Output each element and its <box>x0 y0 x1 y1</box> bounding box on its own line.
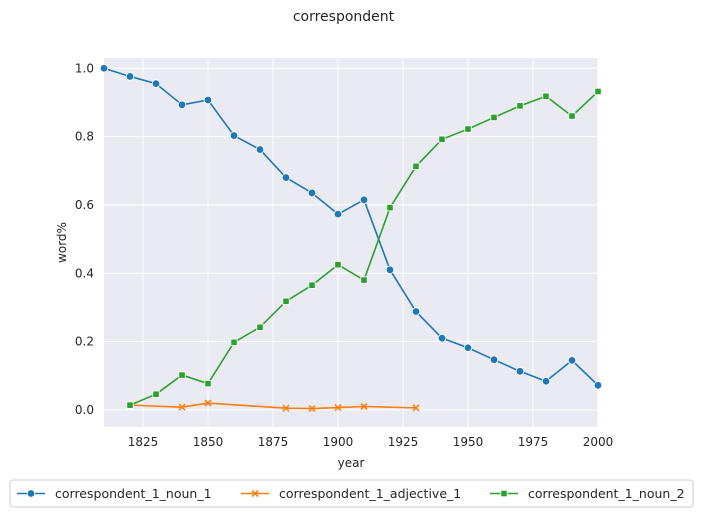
series-markers <box>99 64 603 413</box>
data-point <box>151 79 161 88</box>
series-line-1 <box>103 67 599 386</box>
data-point <box>411 307 421 316</box>
data-point <box>126 401 134 409</box>
x-axis-tick-labels: 1825 1850 1875 1900 1925 1950 1975 2000 <box>128 435 614 449</box>
data-point <box>178 403 186 411</box>
data-point <box>360 276 368 284</box>
y-axis-title: word% <box>55 222 69 263</box>
data-point <box>594 87 602 96</box>
legend-label: correspondent_1_noun_1 <box>55 486 212 501</box>
data-point <box>541 377 551 386</box>
y-tick-label: 0.4 <box>75 266 94 280</box>
data-point <box>308 281 316 289</box>
data-point <box>516 102 524 110</box>
data-point <box>438 135 446 143</box>
y-axis-tick-labels: 0.0 0.2 0.4 0.6 0.8 1.0 <box>75 61 94 417</box>
legend-label: correspondent_1_noun_2 <box>528 486 685 501</box>
data-point <box>385 265 395 275</box>
data-point <box>333 209 343 219</box>
data-point <box>568 112 576 120</box>
data-point <box>360 402 368 411</box>
y-tick-label: 0.2 <box>75 335 94 349</box>
x-tick-label: 2000 <box>583 435 614 449</box>
data-point <box>99 64 109 73</box>
data-point <box>515 367 525 376</box>
data-point <box>334 403 342 412</box>
chart-title: correspondent <box>293 9 395 25</box>
data-point <box>256 323 264 331</box>
x-tick-label: 1925 <box>388 435 419 449</box>
legend-frame <box>9 479 694 508</box>
data-point <box>229 131 239 140</box>
data-point <box>463 343 473 352</box>
data-point <box>178 371 186 379</box>
data-point <box>308 404 316 413</box>
legend: correspondent_1_noun_1 correspondent_1_ad… <box>9 479 694 508</box>
data-point <box>152 390 160 398</box>
legend-item: correspondent_1_adjective_1 <box>241 486 461 501</box>
y-tick-label: 0.8 <box>75 130 94 144</box>
data-point <box>412 162 420 170</box>
data-point <box>542 92 550 100</box>
data-point <box>412 404 420 412</box>
data-point <box>282 297 290 305</box>
data-point <box>307 188 317 198</box>
data-point <box>386 204 394 212</box>
data-point <box>125 72 135 81</box>
data-point <box>489 355 499 364</box>
y-tick-label: 1.0 <box>75 61 94 75</box>
data-point <box>593 381 603 390</box>
x-tick-label: 1825 <box>128 435 159 449</box>
y-tick-label: 0.6 <box>75 198 94 212</box>
x-tick-label: 1850 <box>193 435 224 449</box>
data-point <box>230 338 238 346</box>
x-tick-label: 1875 <box>258 435 289 449</box>
data-point <box>204 380 212 388</box>
legend-marker <box>251 489 259 498</box>
legend-item: correspondent_1_noun_2 <box>490 486 685 501</box>
data-point <box>334 261 342 269</box>
legend-marker <box>500 489 508 498</box>
data-point <box>437 333 447 343</box>
data-point <box>359 195 369 204</box>
legend-marker <box>26 489 36 498</box>
data-point <box>255 145 265 154</box>
data-point <box>281 173 291 182</box>
data-point <box>282 404 290 412</box>
x-tick-label: 1950 <box>453 435 484 449</box>
series-line-2 <box>129 402 417 410</box>
data-point <box>203 95 213 105</box>
legend-item: correspondent_1_noun_1 <box>17 486 212 501</box>
y-tick-label: 0.0 <box>75 403 94 417</box>
data-point <box>204 399 212 407</box>
x-axis-title: year <box>338 456 365 470</box>
x-tick-label: 1975 <box>518 435 549 449</box>
data-point <box>177 100 187 110</box>
data-point <box>567 356 577 365</box>
data-point <box>464 125 472 133</box>
data-point <box>490 113 498 122</box>
x-tick-label: 1900 <box>323 435 354 449</box>
legend-label: correspondent_1_adjective_1 <box>279 486 461 501</box>
plot-area <box>104 58 598 427</box>
